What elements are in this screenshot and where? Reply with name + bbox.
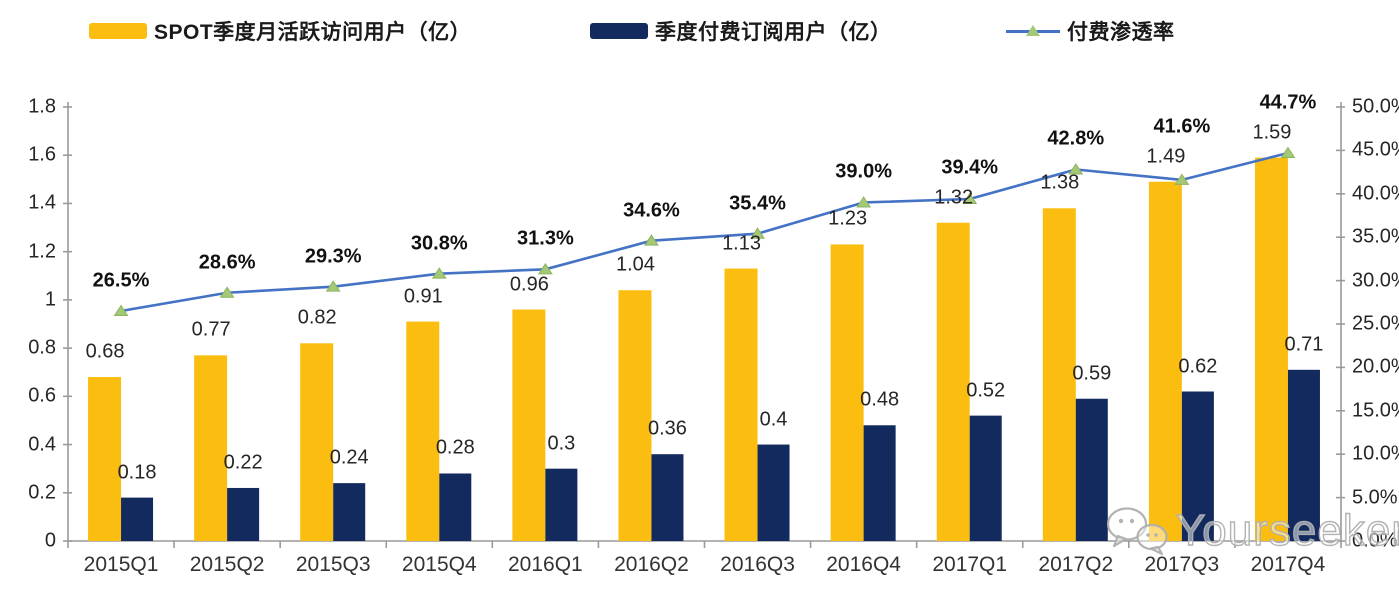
bar-subs (1075, 398, 1108, 541)
bar-mau (1042, 208, 1076, 541)
bar-mau (936, 222, 970, 541)
legend-label-penetration: 付费渗透率 (1067, 21, 1175, 44)
triangle-marker-icon (644, 234, 659, 246)
bar-mau (830, 244, 864, 541)
triangle-marker-icon (219, 286, 235, 298)
bar-subs (757, 444, 790, 541)
mau-bar-swatch-icon (89, 23, 147, 39)
penetration-line-swatch-icon (1006, 23, 1060, 39)
triangle-marker-icon (1280, 146, 1296, 159)
triangle-marker-icon (113, 304, 129, 316)
bar-mau (406, 321, 440, 541)
triangle-marker-icon (537, 262, 553, 275)
bar-subs (333, 483, 366, 541)
legend-item-mau: SPOT季度月活跃访问用户（亿） (89, 16, 471, 46)
bar-subs (545, 468, 578, 541)
bar-subs (1287, 369, 1320, 541)
triangle-marker-icon (962, 192, 978, 205)
bar-subs (969, 415, 1002, 541)
bar-mau (724, 268, 758, 541)
bar-subs (863, 425, 896, 541)
penetration-trend-line (120, 151, 1289, 313)
subs-bar-swatch-icon (590, 23, 648, 39)
bar-mau (618, 290, 652, 541)
wechat-icon (1106, 507, 1168, 556)
bar-mau (194, 355, 228, 541)
bar-mau (512, 309, 546, 541)
triangle-marker-icon (1174, 173, 1190, 185)
legend-item-penetration: 付费渗透率 (1006, 16, 1175, 46)
bar-subs (227, 487, 260, 541)
triangle-marker-icon (1068, 163, 1084, 175)
bar-subs (1181, 391, 1214, 541)
bar-mau (88, 377, 122, 541)
watermark-text: Yourseeker (1175, 505, 1399, 555)
bar-subs (651, 454, 684, 541)
legend-label-mau: SPOT季度月活跃访问用户（亿） (154, 21, 472, 44)
bar-subs (121, 497, 154, 541)
bar-mau (1254, 157, 1288, 541)
triangle-marker-icon (856, 196, 872, 208)
bar-mau (300, 343, 334, 541)
bar-subs (439, 473, 472, 541)
triangle-marker-icon (431, 267, 447, 279)
triangle-marker-icon (325, 280, 341, 292)
watermark: Yourseeker (1104, 504, 1399, 558)
legend-label-subs: 季度付费订阅用户（亿） (655, 21, 892, 44)
triangle-marker-icon (750, 227, 765, 239)
bar-mau (1148, 181, 1182, 541)
legend-item-subs: 季度付费订阅用户（亿） (590, 16, 892, 46)
